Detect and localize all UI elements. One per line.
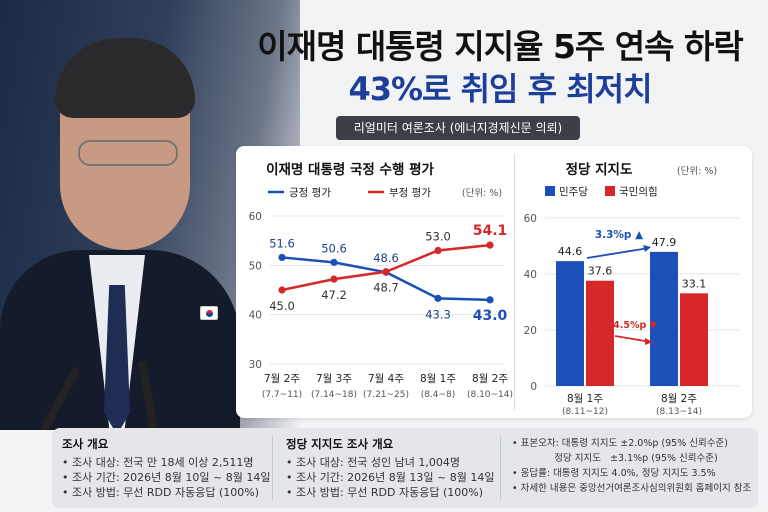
data-point <box>434 246 442 255</box>
data-label: 45.0 <box>269 299 295 313</box>
unit-label: (단위: %) <box>462 187 502 199</box>
info-heading: 정당 지지도 조사 개요 <box>286 437 394 451</box>
data-point <box>330 258 338 266</box>
x-tick-date: (8.11~12) <box>562 407 608 417</box>
data-label: 47.2 <box>321 288 347 302</box>
party-bar-chart: 정당 지지도 (단위: %) 민주당 국민의힘 0 20 40 60 44.6 37.6 8월 1주… <box>524 161 739 417</box>
change-annotation: 4.5%p ▼ <box>613 320 657 331</box>
info-divider <box>272 436 273 500</box>
democratic-bar <box>556 261 584 386</box>
headline-line2: 43%로 취임 후 최저치 <box>348 70 652 108</box>
info-line: • 조사 대상: 전국 만 18세 이상 2,511명 <box>62 456 254 469</box>
info-line: • 자세한 내용은 중앙선거여론조사심의위원회 홈페이지 참조 <box>512 483 752 494</box>
line-chart-title: 이재명 대통령 국정 수행 평가 <box>266 161 434 178</box>
data-label: 48.6 <box>373 251 399 265</box>
info-line: • 조사 기간: 2026년 8월 10일 ~ 8월 14일 <box>62 471 271 484</box>
info-divider <box>500 436 501 500</box>
y-tick-label: 40 <box>249 310 262 322</box>
data-point <box>330 275 338 283</box>
legend-label: 부정 평가 <box>389 187 431 199</box>
data-point <box>278 286 286 294</box>
legend-label: 긍정 평가 <box>289 187 331 199</box>
x-tick-date: (8.10~14) <box>467 390 513 400</box>
x-tick-label: 8월 1주 <box>567 393 603 405</box>
data-point <box>434 294 442 302</box>
y-tick-label: 60 <box>524 213 537 225</box>
x-tick-label: 7월 3주 <box>316 373 352 385</box>
x-tick-label: 7월 4주 <box>368 373 404 385</box>
approval-survey-info: 조사 개요 • 조사 대상: 전국 만 18세 이상 2,511명 • 조사 기… <box>62 436 270 500</box>
data-label: 54.1 <box>473 223 508 239</box>
info-line: 정당 지지도 ±3.1%p (95% 신뢰수준) <box>512 453 718 464</box>
x-tick-date: (8.4~8) <box>421 390 456 400</box>
change-arrow <box>586 247 650 259</box>
y-tick-label: 60 <box>249 211 262 223</box>
x-tick-date: (7.21~25) <box>363 390 409 400</box>
president-photo <box>0 0 300 430</box>
unit-label: (단위: %) <box>677 165 717 177</box>
hair-shape <box>55 38 195 118</box>
party-survey-info: 정당 지지도 조사 개요 • 조사 대상: 전국 성인 남녀 1,004명 • … <box>286 436 494 500</box>
ppp-bar <box>680 293 708 386</box>
bar-chart-title: 정당 지지도 <box>566 161 633 178</box>
legend-swatch <box>545 186 555 196</box>
flag-pin-icon <box>200 306 218 320</box>
data-label: 44.6 <box>558 245 583 258</box>
x-tick-date: (8.13~14) <box>656 407 702 417</box>
data-label: 53.0 <box>425 230 451 244</box>
headline-line1: 이재명 대통령 지지율 5주 연속 하락 <box>257 27 743 66</box>
change-annotation: 3.3%p ▲ <box>595 229 644 241</box>
x-tick-label: 8월 2주 <box>472 373 508 385</box>
y-tick-label: 40 <box>524 269 537 281</box>
data-point <box>278 253 286 262</box>
data-label: 47.9 <box>652 236 677 249</box>
data-label: 33.1 <box>682 277 707 290</box>
data-label: 37.6 <box>588 265 613 278</box>
legend-swatch <box>605 186 615 196</box>
data-label: 51.6 <box>269 236 295 250</box>
info-line: • 조사 방법: 무선 RDD 자동응답 (100%) <box>286 486 483 499</box>
tie-shape <box>104 285 130 430</box>
data-point <box>486 241 494 249</box>
x-tick-label: 8월 1주 <box>420 373 456 385</box>
arrow-head-icon <box>643 245 651 252</box>
x-tick-date: (7.14~18) <box>311 390 357 400</box>
info-line: • 응답률: 대통령 지지도 4.0%, 정당 지지도 3.5% <box>512 468 716 479</box>
survey-notes: • 표본오차: 대통령 지지도 ±2.0%p (95% 신뢰수준) 정당 지지도… <box>512 436 751 496</box>
panel-divider <box>514 154 515 410</box>
info-line: • 조사 대상: 전국 성인 남녀 1,004명 <box>286 456 460 469</box>
legend-label: 국민의힘 <box>619 186 658 198</box>
data-label: 43.3 <box>425 307 451 321</box>
data-point <box>486 296 494 304</box>
data-label: 48.7 <box>373 281 399 295</box>
data-label: 50.6 <box>321 241 347 255</box>
source-label: 리얼미터 여론조사 (에너지경제신문 의뢰) <box>336 116 580 140</box>
y-tick-label: 0 <box>530 381 537 393</box>
y-tick-label: 30 <box>249 359 262 371</box>
y-tick-label: 20 <box>524 325 537 337</box>
info-heading: 조사 개요 <box>62 437 109 451</box>
ppp-bar <box>586 280 614 386</box>
data-point <box>382 268 390 276</box>
info-line: • 표본오차: 대통령 지지도 ±2.0%p (95% 신뢰수준) <box>512 438 728 449</box>
info-line: • 조사 기간: 2026년 8월 13일 ~ 8월 14일 <box>286 471 495 484</box>
y-tick-label: 50 <box>249 260 262 272</box>
glasses-shape <box>78 140 178 166</box>
x-tick-date: (7.7~11) <box>262 390 302 400</box>
data-label: 43.0 <box>473 308 508 324</box>
democratic-bar <box>650 251 678 386</box>
x-tick-label: 7월 2주 <box>264 373 300 385</box>
arrow-head-icon <box>645 338 653 345</box>
legend-label: 민주당 <box>559 186 588 198</box>
survey-info-box <box>52 428 758 508</box>
info-line: • 조사 방법: 무선 RDD 자동응답 (100%) <box>62 486 259 499</box>
x-tick-label: 8월 2주 <box>661 393 697 405</box>
